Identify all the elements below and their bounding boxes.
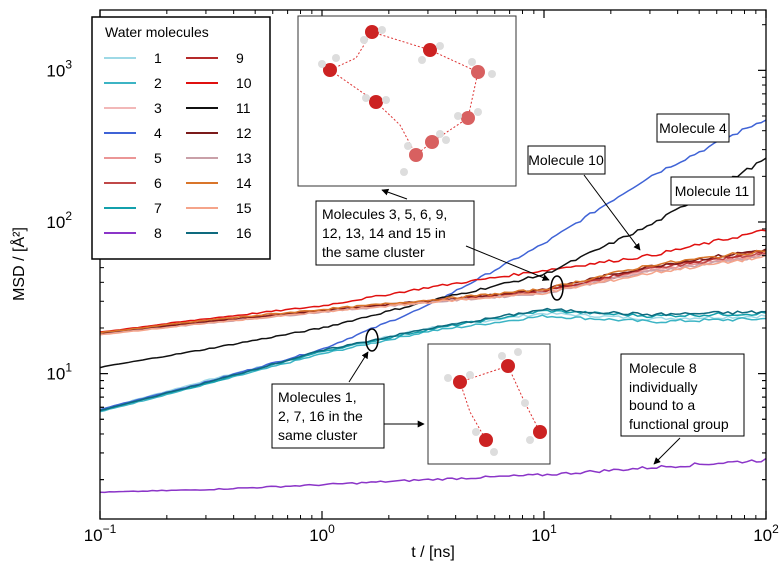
series-line-10 (100, 229, 766, 333)
x-tick-label: 101 (531, 522, 557, 545)
series-line-8 (100, 457, 766, 494)
x-tick-label: 10−1 (84, 522, 117, 545)
molecule-icon (418, 42, 444, 64)
plot-frame (99, 9, 767, 520)
x-tick-exponent: 2 (772, 522, 779, 536)
molecule-icon (521, 399, 547, 444)
molecule-icon (400, 142, 423, 176)
annotation-molecule-10: Molecule 10 (527, 145, 641, 251)
svg-text:2, 7, 16 in the: 2, 7, 16 in the (278, 408, 363, 424)
annotation-molecule-4: Molecule 4 (656, 113, 730, 143)
svg-text:bound to a: bound to a (629, 397, 695, 413)
molecule-icon (362, 94, 390, 109)
molecule-icon (468, 58, 496, 79)
cluster-structure-inset-small (427, 343, 551, 465)
annotation-cluster-a: Molecules 3, 5, 6, 9, 12, 13, 14 and 15 … (315, 188, 564, 301)
legend-label-8: 8 (154, 225, 162, 241)
water-molecules-large (318, 25, 496, 176)
legend-label-15: 15 (236, 200, 252, 216)
annotation-cluster-b: Molecules 1, 2, 7, 16 in the same cluste… (271, 328, 425, 449)
series-line-1 (100, 311, 766, 411)
y-axis-label: MSD / [Å²] (9, 227, 28, 301)
legend-label-16: 16 (236, 225, 252, 241)
x-tick-exponent: −1 (103, 522, 117, 536)
water-molecules-small (444, 348, 547, 456)
legend-label-4: 4 (154, 125, 162, 141)
legend-title: Water molecules (105, 24, 209, 40)
svg-text:same cluster: same cluster (278, 427, 358, 443)
svg-text:functional group: functional group (629, 416, 729, 432)
molecule-icon (444, 371, 474, 389)
legend-label-9: 9 (236, 50, 244, 66)
legend-label-2: 2 (154, 75, 162, 91)
y-tick-exponent: 3 (65, 57, 72, 71)
legend-label-12: 12 (236, 125, 252, 141)
series-line-16 (100, 307, 766, 412)
y-tick-label: 102 (46, 209, 72, 232)
annotation-molecule-8: Molecule 8 individually bound to a funct… (620, 353, 745, 465)
x-tick-label: 102 (753, 522, 779, 545)
svg-text:12, 13, 14 and 15 in: 12, 13, 14 and 15 in (322, 225, 446, 241)
legend-label-3: 3 (154, 100, 162, 116)
series-layer (100, 119, 766, 494)
molecule-icon (425, 130, 450, 149)
x-tick-exponent: 0 (328, 522, 335, 536)
svg-text:Molecule 8: Molecule 8 (629, 360, 697, 376)
molecule-icon (454, 108, 482, 125)
legend-label-7: 7 (154, 200, 162, 216)
y-tick-label: 101 (46, 361, 72, 384)
x-tick-exponent: 1 (550, 522, 557, 536)
y-tick-exponent: 1 (65, 361, 72, 375)
cluster-structure-inset-large (297, 15, 517, 187)
hydrogen-bond-lines (328, 31, 479, 156)
svg-text:Molecule 11: Molecule 11 (675, 183, 750, 199)
legend-label-14: 14 (236, 175, 252, 191)
svg-text:Molecule 10: Molecule 10 (528, 152, 604, 168)
hydrogen-bond-lines-small (459, 365, 541, 441)
legend-label-11: 11 (236, 100, 251, 116)
y-tick-label: 103 (46, 57, 72, 80)
legend-label-13: 13 (236, 150, 252, 166)
molecule-icon (472, 428, 498, 456)
svg-text:Molecule 4: Molecule 4 (659, 120, 727, 136)
legend-label-1: 1 (154, 50, 162, 66)
x-tick-label: 100 (309, 522, 335, 545)
y-tick-exponent: 2 (65, 209, 72, 223)
legend-label-10: 10 (236, 75, 252, 91)
series-line-14 (100, 249, 766, 334)
svg-text:the same cluster: the same cluster (322, 244, 425, 260)
molecule-icon (318, 54, 340, 77)
legend-label-5: 5 (154, 150, 162, 166)
cluster-b-marker (365, 328, 379, 352)
molecule-icon (498, 348, 522, 373)
svg-text:Molecules 3, 5, 6, 9,: Molecules 3, 5, 6, 9, (322, 206, 447, 222)
molecule-icon (360, 25, 386, 44)
series-line-2 (100, 314, 766, 413)
x-axis-label: t / [ns] (411, 544, 455, 561)
annotation-molecule-11: Molecule 11 (670, 176, 755, 206)
cluster-a-marker (550, 275, 564, 301)
legend-label-6: 6 (154, 175, 162, 191)
svg-text:individually: individually (629, 379, 697, 395)
series-line-15 (100, 254, 766, 336)
svg-text:Molecules 1,: Molecules 1, (278, 389, 357, 405)
